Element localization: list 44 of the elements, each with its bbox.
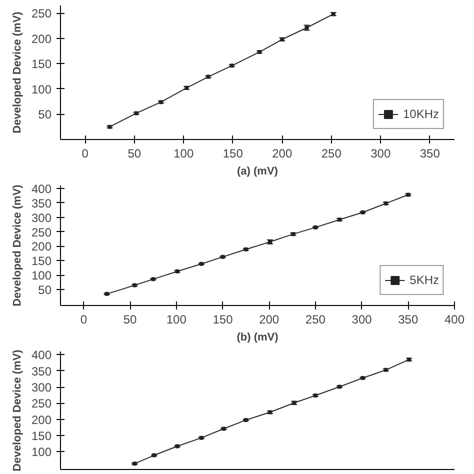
- y-tick-label: 100: [31, 445, 52, 460]
- y-tick-label: 50: [38, 108, 52, 122]
- x-tick-label: 300: [352, 312, 372, 326]
- x-tick-label: 350: [398, 312, 418, 326]
- x-tick-label: 150: [212, 312, 234, 326]
- x-tick-label: 200: [272, 146, 292, 160]
- x-tick-label: 200: [259, 312, 280, 326]
- y-tick-label: 250: [31, 396, 52, 411]
- y-tick-label: 100: [31, 82, 52, 96]
- x-tick-label: 250: [305, 312, 326, 326]
- y-axis-title: Developed Device (mV): [11, 349, 24, 472]
- y-tick-label: 50: [38, 283, 52, 298]
- legend-label: 5KHz: [410, 273, 439, 287]
- y-axis-title: Developed Device (mV): [11, 11, 24, 134]
- x-tick-label: 300: [370, 146, 391, 160]
- y-tick-label: 200: [31, 240, 52, 254]
- y-axis-title: Developed Device (mV): [11, 184, 24, 306]
- x-tick-label: 0: [80, 312, 88, 326]
- y-tick-label: 400: [31, 182, 52, 196]
- y-tick-label: 250: [31, 6, 52, 21]
- x-tick-label: 350: [420, 146, 440, 160]
- y-tick-label: 350: [31, 364, 52, 378]
- y-tick-label: 300: [31, 380, 52, 395]
- x-tick-label: 400: [444, 312, 465, 326]
- y-tick-label: 250: [31, 225, 52, 240]
- x-tick-label: 100: [174, 146, 194, 160]
- x-tick-label: 50: [128, 146, 142, 160]
- y-tick-label: 150: [31, 254, 52, 268]
- x-tick-label: 0: [82, 146, 89, 160]
- y-tick-label: 200: [31, 32, 52, 46]
- x-axis-title: (a) (mV): [237, 166, 278, 178]
- y-tick-label: 200: [31, 412, 52, 427]
- x-tick-label: 250: [321, 146, 342, 160]
- x-tick-label: 150: [222, 146, 244, 160]
- x-tick-label: 100: [166, 312, 187, 326]
- y-tick-label: 350: [31, 196, 52, 210]
- y-tick-label: 400: [31, 348, 52, 362]
- legend-label: 10KHz: [402, 107, 439, 121]
- y-tick-label: 100: [31, 268, 52, 283]
- y-tick-label: 150: [31, 57, 52, 72]
- x-tick-label: 50: [123, 312, 138, 326]
- y-tick-label: 300: [31, 210, 52, 225]
- y-tick-label: 150: [31, 429, 52, 444]
- x-axis-title: (b) (mV): [236, 332, 279, 344]
